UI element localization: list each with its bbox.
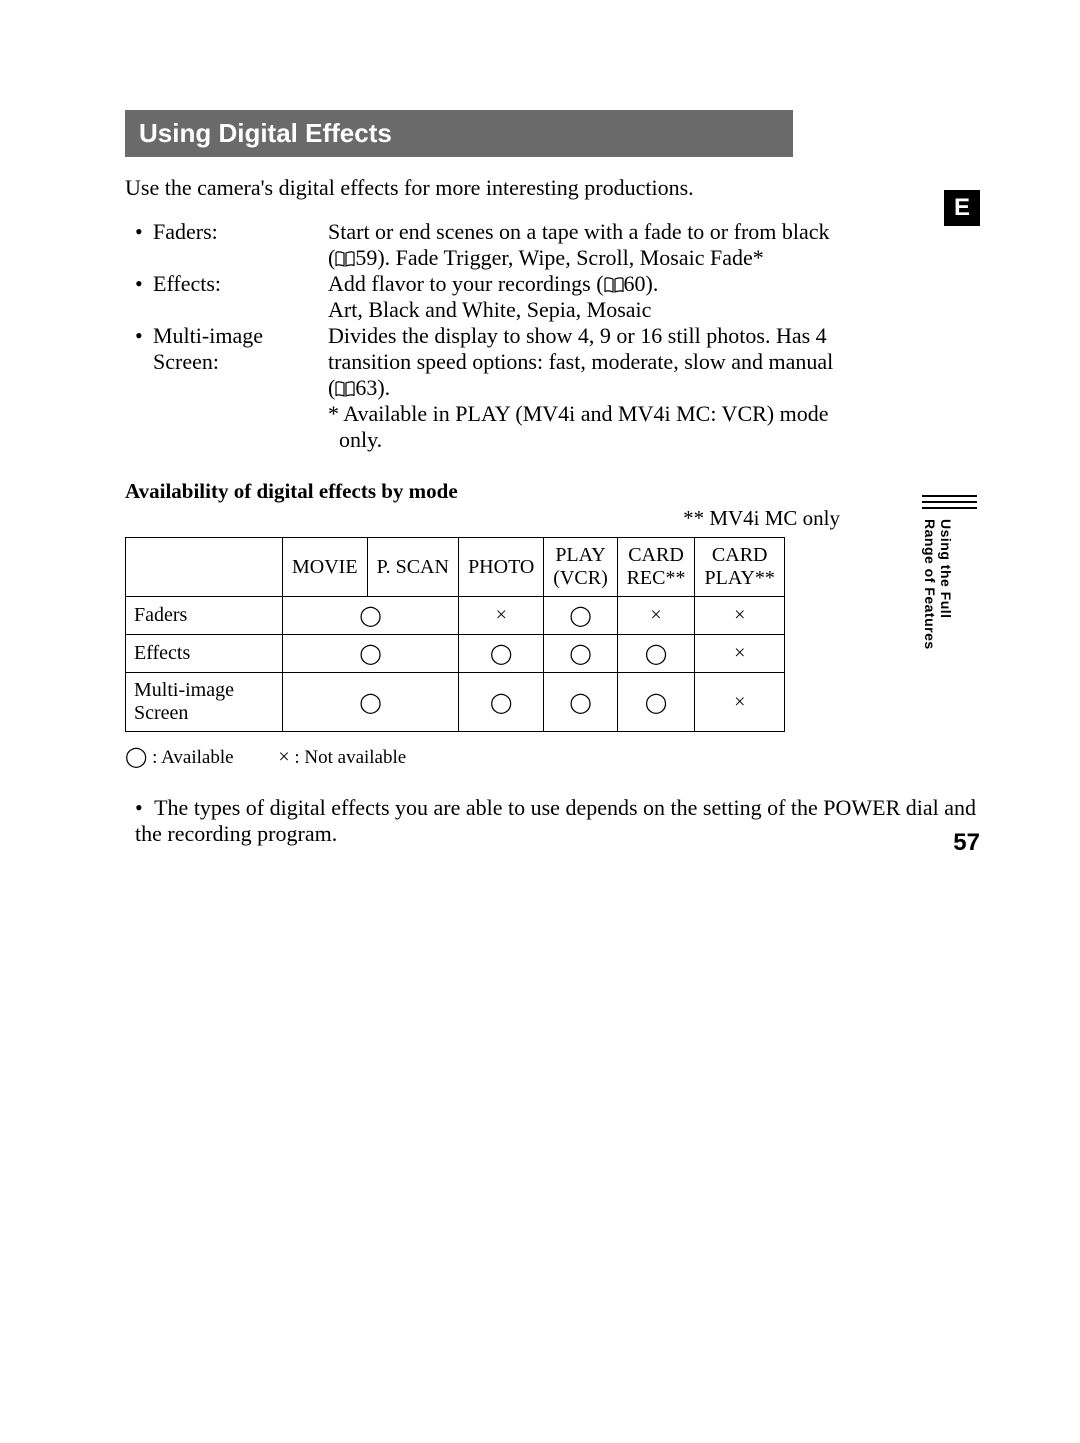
column-header: CARDPLAY** xyxy=(695,538,785,597)
circle-icon: ◯ xyxy=(490,643,512,665)
definition-term: Faders: xyxy=(153,219,328,245)
table-note: ** MV4i MC only xyxy=(125,506,980,531)
availability-table: MOVIEP. SCANPHOTOPLAY(VCR)CARDREC**CARDP… xyxy=(125,537,785,732)
circle-icon: ◯ xyxy=(125,746,147,768)
definition-term: Multi-image Screen: xyxy=(153,323,328,375)
table-cell: × xyxy=(695,597,785,635)
definition-line: (63). xyxy=(328,375,860,401)
circle-icon: ◯ xyxy=(569,692,591,714)
table-cell: ◯ xyxy=(283,597,459,635)
table-cell: × xyxy=(695,635,785,673)
manual-ref-icon xyxy=(335,381,355,397)
language-badge: E xyxy=(944,190,980,226)
x-icon: × xyxy=(734,604,745,626)
column-header: PLAY(VCR) xyxy=(544,538,617,597)
legend-available-text: : Available xyxy=(152,747,233,768)
x-icon: × xyxy=(734,642,745,664)
table-cell: × xyxy=(695,673,785,732)
table-row: Effects ◯ ◯ ◯ ◯ × xyxy=(126,635,785,673)
circle-icon: ◯ xyxy=(359,605,381,627)
column-header: CARDREC** xyxy=(617,538,695,597)
circle-icon: ◯ xyxy=(359,643,381,665)
circle-icon: ◯ xyxy=(569,605,591,627)
column-header: P. SCAN xyxy=(367,538,458,597)
circle-icon: ◯ xyxy=(490,692,512,714)
bullet: • xyxy=(125,219,153,245)
row-label: Effects xyxy=(126,635,283,673)
definition-line: Divides the display to show 4, 9 or 16 s… xyxy=(328,323,860,349)
bullet: • xyxy=(125,271,153,297)
x-icon: × xyxy=(496,604,507,626)
table-heading: Availability of digital effects by mode xyxy=(125,479,980,504)
definition-line: Start or end scenes on a tape with a fad… xyxy=(328,219,860,245)
side-tab-text: Using the Full Range of Features xyxy=(922,519,954,650)
table-cell: ◯ xyxy=(459,673,544,732)
table-cell: ◯ xyxy=(544,673,617,732)
table-cell: ◯ xyxy=(544,597,617,635)
page-number: 57 xyxy=(953,829,980,857)
side-tab-lines-icon xyxy=(922,495,977,509)
table-cell: ◯ xyxy=(544,635,617,673)
x-icon: × xyxy=(650,604,661,626)
definition-line: transition speed options: fast, moderate… xyxy=(328,349,860,375)
final-note: • The types of digital effects you are a… xyxy=(125,795,980,847)
table-cell: ◯ xyxy=(617,673,695,732)
manual-ref-icon xyxy=(335,251,355,267)
definition-row: •Effects:Add flavor to your recordings (… xyxy=(125,271,980,323)
legend: ◯ : Available × : Not available xyxy=(125,744,980,769)
column-header: MOVIE xyxy=(283,538,368,597)
final-note-text: The types of digital effects you are abl… xyxy=(135,795,976,846)
table-corner xyxy=(126,538,283,597)
definition-line: Add flavor to your recordings (60). xyxy=(328,271,860,297)
circle-icon: ◯ xyxy=(645,643,667,665)
column-header: PHOTO xyxy=(459,538,544,597)
definition-row: •Faders:Start or end scenes on a tape wi… xyxy=(125,219,980,271)
section-title: Using Digital Effects xyxy=(125,110,793,157)
table-cell: ◯ xyxy=(459,635,544,673)
circle-icon: ◯ xyxy=(359,692,381,714)
definition-line: (59). Fade Trigger, Wipe, Scroll, Mosaic… xyxy=(328,245,860,271)
manual-ref-icon xyxy=(604,277,624,293)
definition-desc: Divides the display to show 4, 9 or 16 s… xyxy=(328,323,980,453)
page: Using Digital Effects E Use the camera's… xyxy=(0,0,1080,907)
circle-icon: ◯ xyxy=(569,643,591,665)
bullet: • xyxy=(125,323,153,349)
definition-row: •Multi-image Screen:Divides the display … xyxy=(125,323,980,453)
x-icon: × xyxy=(278,746,289,768)
definition-line: only. xyxy=(328,427,860,453)
definition-list: •Faders:Start or end scenes on a tape wi… xyxy=(125,219,980,453)
table-row: Multi-imageScreen ◯ ◯ ◯ ◯ × xyxy=(126,673,785,732)
table-row: Faders ◯ × ◯ × × xyxy=(126,597,785,635)
legend-not-available-text: : Not available xyxy=(294,747,406,768)
table-cell: ◯ xyxy=(617,635,695,673)
x-icon: × xyxy=(734,691,745,713)
table-cell: ◯ xyxy=(283,635,459,673)
definition-desc: Add flavor to your recordings (60).Art, … xyxy=(328,271,980,323)
table-cell: × xyxy=(459,597,544,635)
definition-line: * Available in PLAY (MV4i and MV4i MC: V… xyxy=(328,401,860,427)
table-cell: × xyxy=(617,597,695,635)
circle-icon: ◯ xyxy=(645,692,667,714)
definition-line: Art, Black and White, Sepia, Mosaic xyxy=(328,297,860,323)
legend-available: ◯ : Available xyxy=(125,744,234,769)
table-cell: ◯ xyxy=(283,673,459,732)
row-label: Multi-imageScreen xyxy=(126,673,283,732)
side-tab: Using the Full Range of Features xyxy=(922,495,977,650)
definition-term: Effects: xyxy=(153,271,328,297)
intro-text: Use the camera's digital effects for mor… xyxy=(125,175,980,201)
legend-not-available: × : Not available xyxy=(278,746,406,769)
row-label: Faders xyxy=(126,597,283,635)
definition-desc: Start or end scenes on a tape with a fad… xyxy=(328,219,980,271)
